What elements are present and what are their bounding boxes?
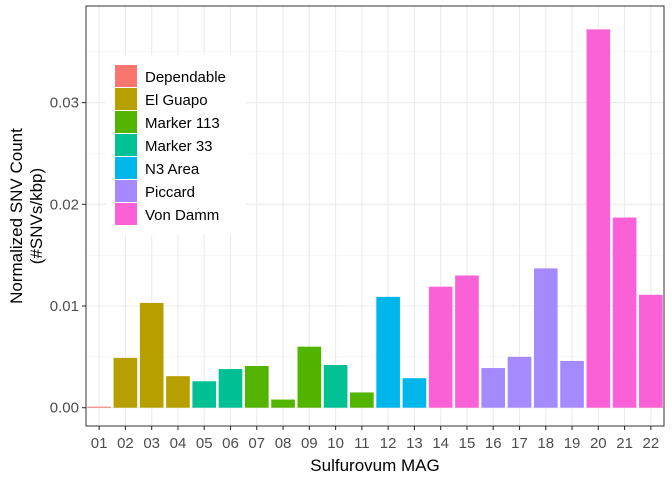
legend-item-n3-area: N3 Area — [115, 157, 200, 179]
bar-mag-17 — [507, 356, 532, 408]
legend-item-piccard: Piccard — [115, 180, 195, 202]
legend-label-n3-area: N3 Area — [145, 161, 200, 178]
bar-mag-11 — [350, 392, 374, 408]
bars — [87, 29, 663, 408]
bar-mag-21 — [612, 217, 637, 408]
y-tick-label: 0.02 — [50, 196, 79, 213]
legend-label-piccard: Piccard — [145, 184, 195, 201]
legend-item-el-guapo: El Guapo — [115, 88, 208, 110]
x-tick-label: 01 — [91, 435, 108, 452]
legend-key-marker-113 — [115, 111, 137, 133]
y-axis: 0.00 0.01 0.02 0.03 — [50, 95, 86, 417]
y-tick-label: 0.01 — [50, 298, 79, 315]
bar-mag-07 — [244, 366, 269, 408]
x-tick-label: 13 — [406, 435, 423, 452]
x-tick-label: 05 — [196, 435, 213, 452]
bar-mag-03 — [139, 302, 164, 408]
x-tick-label: 19 — [564, 435, 581, 452]
x-tick-label: 10 — [327, 435, 344, 452]
bar-mag-10 — [323, 364, 348, 408]
plot-border — [85, 5, 665, 427]
y-axis-title-line-2: (#SNVs/kbp) — [27, 168, 46, 264]
bar-mag-14 — [428, 286, 453, 408]
legend-key-von-damm — [115, 203, 137, 225]
bar-mag-06 — [218, 369, 243, 408]
x-tick-label: 09 — [301, 435, 318, 452]
y-axis-title-line-1: Normalized SNV Count — [7, 128, 26, 304]
legend-key-marker-33 — [115, 134, 137, 156]
x-tick-label: 08 — [275, 435, 292, 452]
legend-label-dependable: Dependable — [145, 69, 226, 86]
bar-mag-09 — [297, 346, 322, 408]
bar-mag-08 — [271, 399, 295, 408]
legend-item-dependable: Dependable — [115, 65, 226, 87]
x-tick-label: 16 — [485, 435, 502, 452]
legend-key-n3-area — [115, 157, 137, 179]
legend-item-marker-113: Marker 113 — [115, 111, 220, 133]
y-tick-label: 0.03 — [50, 95, 79, 112]
legend-label-marker-113: Marker 113 — [145, 115, 220, 132]
bar-mag-19 — [560, 360, 584, 408]
x-axis-title: Sulfurovum MAG — [310, 456, 439, 475]
legend-key-el-guapo — [115, 88, 137, 110]
x-tick-label: 02 — [117, 435, 134, 452]
x-tick-label: 22 — [643, 435, 660, 452]
x-tick-label: 11 — [354, 435, 370, 452]
bar-mag-18 — [533, 268, 558, 408]
bar-mag-20 — [586, 29, 611, 408]
x-tick-label: 15 — [459, 435, 476, 452]
x-tick-label: 18 — [537, 435, 554, 452]
legend-label-von-damm: Von Damm — [145, 207, 219, 224]
bar-mag-01 — [87, 406, 111, 408]
bar-mag-16 — [481, 368, 506, 408]
bar-mag-04 — [166, 376, 190, 408]
bar-mag-13 — [402, 378, 427, 408]
legend-item-von-damm: Von Damm — [115, 203, 219, 225]
legend-label-marker-33: Marker 33 — [145, 138, 213, 155]
x-tick-label: 17 — [511, 435, 528, 452]
x-tick-label: 14 — [432, 435, 449, 452]
x-axis: 01 02 03 04 05 06 07 08 09 10 11 12 13 14 15 16 17 18 19 20… — [91, 426, 659, 452]
legend-key-dependable — [115, 65, 137, 87]
x-tick-label: 03 — [143, 435, 160, 452]
bar-mag-12 — [376, 296, 400, 408]
legend: Dependable El Guapo Marker 113 Marker 33… — [106, 55, 246, 235]
legend-label-el-guapo: El Guapo — [145, 92, 208, 109]
x-tick-label: 07 — [248, 435, 265, 452]
x-tick-label: 06 — [222, 435, 239, 452]
legend-key-piccard — [115, 180, 137, 202]
bar-mag-22 — [639, 294, 663, 408]
x-tick-label: 21 — [616, 435, 633, 452]
x-tick-label: 12 — [380, 435, 397, 452]
bar-mag-05 — [192, 381, 217, 408]
x-tick-label: 20 — [590, 435, 607, 452]
legend-item-marker-33: Marker 33 — [115, 134, 213, 156]
bar-mag-02 — [113, 357, 138, 408]
y-tick-label: 0.00 — [50, 400, 79, 417]
bar-mag-15 — [455, 275, 479, 408]
x-tick-label: 04 — [170, 435, 187, 452]
